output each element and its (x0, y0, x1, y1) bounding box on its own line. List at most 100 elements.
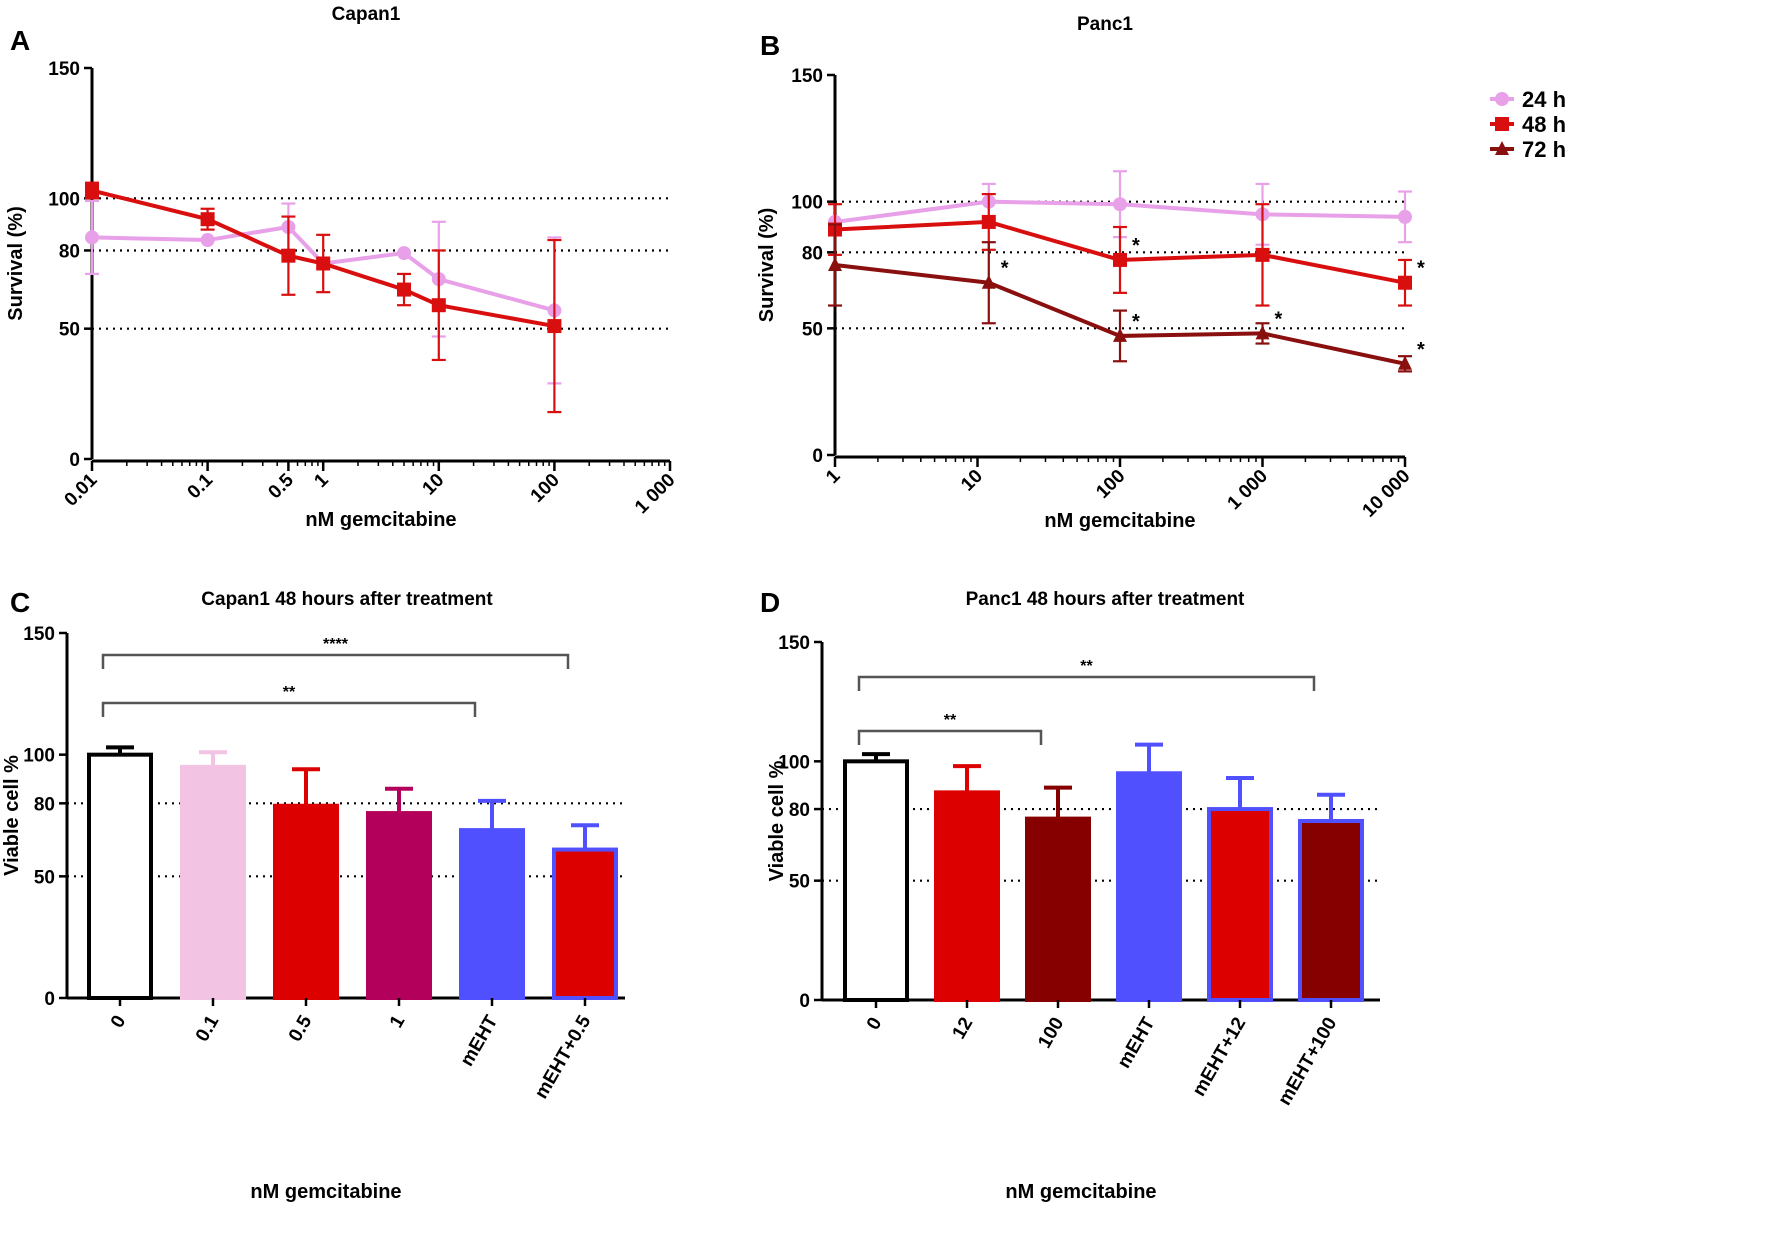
y-tick-label: 100 (778, 752, 810, 773)
bracket-line (101, 653, 570, 669)
panel-letter: A (10, 25, 30, 56)
data-point (281, 248, 296, 263)
bar (843, 759, 909, 1002)
bar (1025, 816, 1091, 1003)
chart-title: Panc1 48 hours after treatment (966, 589, 1245, 610)
data-point (397, 282, 412, 297)
data-point (981, 214, 996, 229)
x-axis-label: nM gemcitabine (305, 509, 456, 531)
y-tick-label: 150 (23, 624, 55, 645)
y-tick-label: 150 (778, 633, 810, 654)
significance-label: **** (323, 636, 349, 653)
x-axis-label: nM gemcitabine (1044, 510, 1195, 532)
y-tick-label: 50 (789, 872, 810, 893)
significance-label: ** (1080, 658, 1093, 675)
panel-letter: B (760, 30, 780, 61)
data-point (397, 246, 412, 261)
y-tick-label: 0 (44, 989, 55, 1010)
significance-bracket: ** (857, 712, 1043, 745)
legend-label: 48 h (1522, 112, 1566, 137)
data-point (1113, 252, 1127, 267)
data-point (431, 298, 446, 313)
significance-bracket: ** (101, 684, 477, 717)
data-point (828, 257, 842, 271)
bar (273, 803, 339, 1000)
bracket-line (101, 701, 477, 717)
chart-title: Capan1 48 hours after treatment (201, 589, 493, 610)
y-tick-label: 150 (48, 59, 80, 80)
y-tick-label: 0 (69, 450, 80, 471)
bar (459, 828, 525, 1000)
legend-marker (1495, 92, 1509, 106)
data-point (1255, 247, 1270, 262)
data-point (1113, 197, 1127, 212)
data-point (200, 212, 215, 227)
bar (1207, 807, 1273, 1002)
legend-label: 72 h (1522, 137, 1566, 162)
data-point (1398, 209, 1412, 224)
y-tick-label: 150 (791, 66, 823, 87)
bar (1298, 819, 1364, 1002)
data-point (1398, 275, 1412, 290)
y-axis-label: Survival (%) (5, 206, 27, 320)
chart-title: Panc1 (1077, 14, 1133, 35)
data-point (1113, 327, 1127, 342)
data-point (1398, 355, 1412, 370)
data-point (1255, 325, 1270, 340)
bar (366, 811, 432, 1000)
bracket-line (857, 675, 1316, 691)
series-48h (85, 181, 562, 414)
bar (1116, 771, 1182, 1002)
panel-letter: D (760, 587, 780, 618)
y-tick-label: 80 (34, 794, 55, 815)
significance-marker: * (1417, 339, 1425, 361)
panel-letter: C (10, 587, 30, 618)
bars (843, 742, 1364, 1003)
y-tick-label: 0 (812, 446, 823, 467)
significance-marker: * (1132, 311, 1140, 333)
x-axis-label: nM gemcitabine (1005, 1181, 1156, 1203)
significance-marker: * (1132, 235, 1140, 257)
data-point (85, 230, 99, 245)
significance-bracket: ** (857, 658, 1316, 691)
significance-label: ** (944, 712, 957, 729)
bracket-line (857, 729, 1043, 745)
legend: 24 h48 h72 h (1490, 87, 1566, 162)
legend-marker (1495, 141, 1509, 155)
y-tick-label: 50 (59, 320, 80, 341)
y-axis-label: Survival (%) (756, 208, 778, 322)
y-tick-label: 80 (789, 800, 810, 821)
data-point (85, 183, 99, 198)
significance-marker: * (1275, 308, 1283, 330)
significance-marker: * (1001, 258, 1009, 280)
y-tick-label: 0 (799, 991, 810, 1012)
bar (87, 752, 153, 1001)
significance-label: ** (283, 684, 296, 701)
y-tick-label: 100 (48, 189, 80, 210)
series-72h: * * * * (828, 223, 1425, 373)
y-tick-label: 80 (802, 243, 823, 264)
y-axis-label: Viable cell % (766, 760, 788, 881)
y-tick-label: 80 (59, 241, 80, 262)
data-point (981, 274, 996, 289)
bar (552, 847, 618, 1000)
y-tick-label: 50 (802, 319, 823, 340)
data-point (547, 319, 562, 334)
bar (934, 790, 1000, 1002)
y-tick-label: 100 (23, 746, 55, 767)
legend-label: 24 h (1522, 87, 1566, 112)
significance-bracket: **** (101, 636, 570, 669)
y-tick-label: 100 (791, 193, 823, 214)
y-tick-label: 50 (34, 867, 55, 888)
legend-marker (1495, 117, 1509, 131)
x-axis-label: nM gemcitabine (250, 1181, 401, 1203)
significance-marker: * (1417, 258, 1425, 280)
data-point (316, 256, 331, 271)
y-axis-label: Viable cell % (1, 755, 23, 876)
series-48h: ** (828, 192, 1425, 307)
bar (180, 764, 246, 1000)
chart-title: Capan1 (332, 4, 401, 25)
